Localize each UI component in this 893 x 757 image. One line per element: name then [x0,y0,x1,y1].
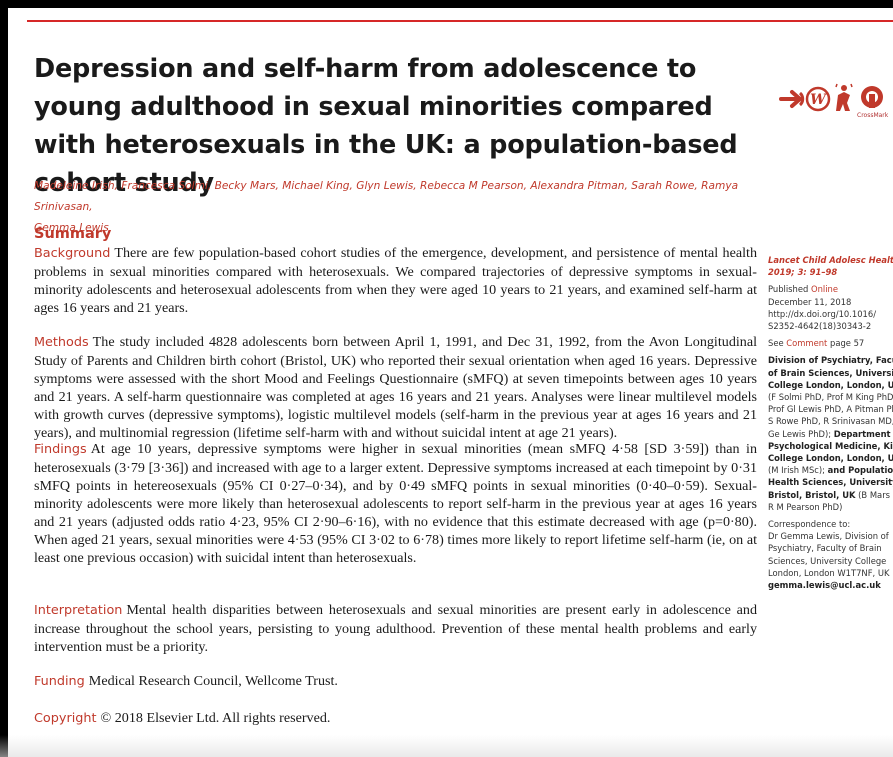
findings-text: At age 10 years, depressive symptoms wer… [34,441,757,566]
correspondence-line: Sciences, University College [768,555,887,566]
doi-link-line-1[interactable]: http://dx.doi.org/10.1016/ [768,308,877,319]
affiliation-part: Ge Lewis PhD); [768,428,832,439]
published-prefix: Published [768,284,809,295]
affiliation-line: (M Irish MSc); and Population [768,464,893,476]
see-comment-line: See Comment page 57 [768,337,893,349]
affiliation-line: S Rowe PhD, R Srinivasan MD, [768,416,893,427]
correspondence: Correspondence to: Dr Gemma Lewis, Divis… [768,518,893,591]
affiliation-line: (F Solmi PhD, Prof M King PhD [768,392,893,403]
background-text: There are few population-based cohort st… [34,245,757,316]
affiliation-part: and Population [827,465,893,476]
crossmark-icon[interactable] [861,86,883,108]
affiliation-part: (M Irish MSc); [768,465,825,476]
findings-label: Findings [34,442,87,457]
reader-icon[interactable] [835,83,853,111]
correspondence-email[interactable]: gemma.lewis@ucl.ac.uk [768,580,881,591]
open-access-arrow-icon[interactable] [779,90,805,108]
affiliation-line: of Brain Sciences, University [768,367,893,378]
published-date: December 11, 2018 [768,296,852,307]
funding-label: Funding [34,674,85,689]
crossmark-label: CrossMark [857,112,889,119]
article-title: Depression and self-harm from adolescenc… [34,54,738,198]
interpretation-text: Mental health disparities between hetero… [34,602,757,655]
affiliation-line: Ge Lewis PhD); Department o [768,428,893,440]
affiliation-part: Bristol, Bristol, UK [768,489,856,500]
affiliations: Division of Psychiatry, Facult of Brain … [768,354,893,513]
publication-info: Published Online December 11, 2018 http:… [768,283,893,332]
affiliation-line: College London, London, UK [768,379,893,390]
article-sidebar: Lancet Child Adolesc Health 2019; 3: 91–… [768,254,893,591]
see-suffix: page 57 [830,338,865,349]
affiliation-line: Health Sciences, University o [768,477,893,488]
affiliation-line: College London, London, UK [768,453,893,464]
affiliation-line: R M Pearson PhD) [768,501,843,512]
published-online-link[interactable]: Online [811,284,839,295]
see-prefix: See [768,338,784,349]
published-line: Published Online [768,283,893,295]
publisher-icons: W [779,83,883,112]
affiliation-line: Division of Psychiatry, Facult [768,355,893,366]
page-bottom-shadow [0,735,893,757]
page-top-border [0,0,893,8]
header-rule [27,20,893,22]
doi-link-line-2[interactable]: S2352-4642(18)30343-2 [768,321,872,332]
interpretation-label: Interpretation [34,603,123,618]
funding-text: Medical Research Council, Wellcome Trust… [88,673,338,689]
correspondence-line: Dr Gemma Lewis, Division of [768,531,889,542]
page-left-border [0,0,8,757]
copyright-label: Copyright [34,711,97,726]
methods-text: The study included 4828 adolescents born… [34,334,757,441]
author-list-line-1: Madeleine Irish, Francesca Solmi, Becky … [34,180,739,213]
findings-section: Findings At age 10 years, depressive symp… [34,440,757,567]
affiliation-line: Bristol, Bristol, UK (B Mars Ph [768,489,893,501]
svg-text:W: W [810,92,827,108]
correspondence-line: London, London W1T7NF, UK [768,567,890,578]
background-label: Background [34,246,111,261]
author-w-icon[interactable]: W [805,86,831,112]
copyright-section: Copyright © 2018 Elsevier Ltd. All rights… [34,709,757,728]
correspondence-line: Psychiatry, Faculty of Brain [768,543,882,554]
journal-name: Lancet Child Adolesc Health [768,255,893,265]
summary-heading: Summary [34,226,112,242]
affiliation-part: (B Mars Ph [858,489,893,500]
author-list-line-2: Gemma Lewis [34,222,109,234]
copyright-text: © 2018 Elsevier Ltd. All rights reserved… [100,710,331,726]
affiliation-line: Psychological Medicine, King [768,440,893,451]
author-list: Madeleine Irish, Francesca Solmi, Becky … [34,176,764,239]
journal-citation: 2019; 3: 91–98 [768,267,838,278]
funding-section: Funding Medical Research Council, Wellcom… [34,672,757,691]
background-section: Background There are few population-based… [34,244,757,317]
methods-section: Methods The study included 4828 adolescen… [34,333,757,442]
affiliation-part: Department o [833,428,893,439]
affiliation-line: Prof Gl Lewis PhD, A Pitman Ph [768,404,893,415]
correspondence-label: Correspondence to: [768,519,851,530]
interpretation-section: Interpretation Mental health disparities … [34,601,757,656]
methods-label: Methods [34,335,89,350]
comment-link[interactable]: Comment [786,338,828,349]
